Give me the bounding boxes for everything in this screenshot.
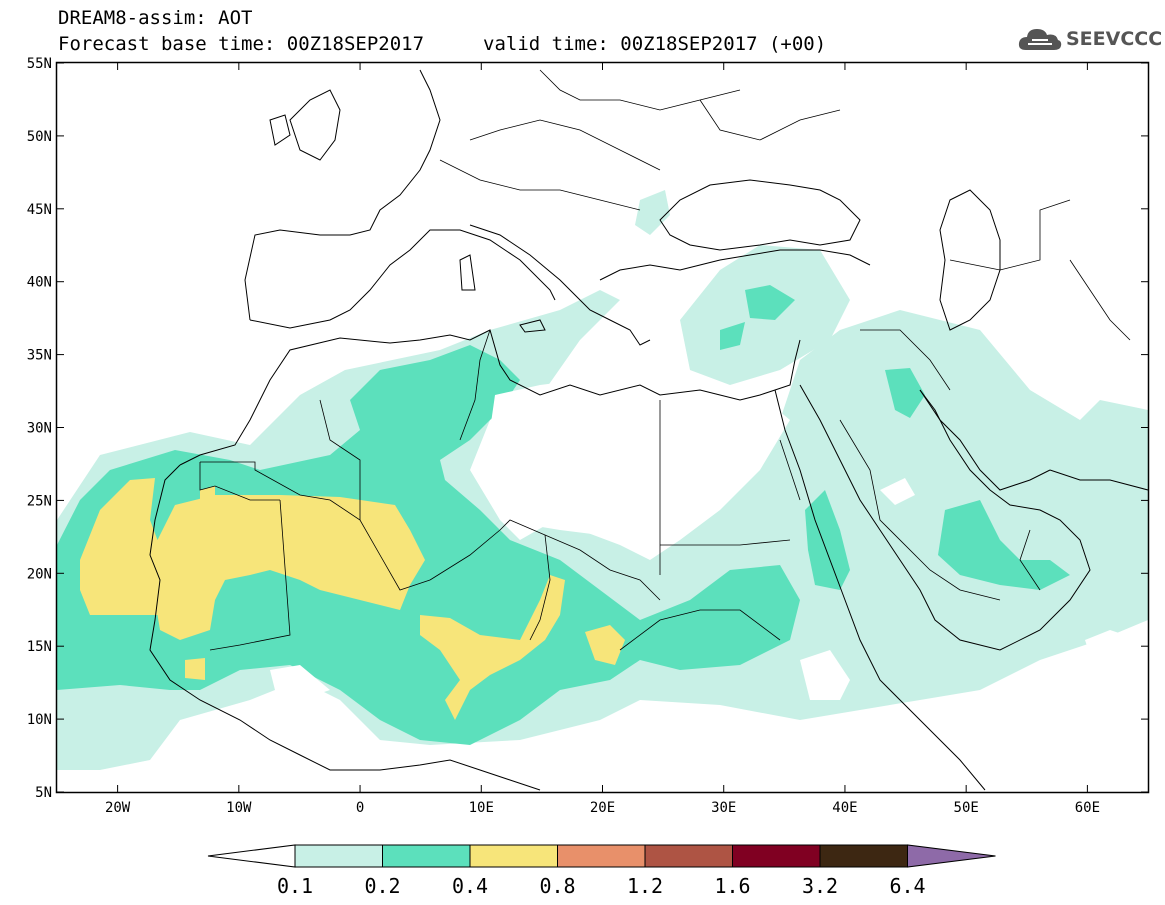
colorbar-label: 0.2 [364,874,400,898]
colorbar-swatch [557,844,646,868]
country-borders [199,69,1131,651]
latitude-axis: 55N 50N 45N 40N 35N 30N 25N 20N 15N 10N 5N [27,56,1148,801]
forecast-base-time: Forecast base time: 00Z18SEP2017 [58,33,425,55]
lat-label: 45N [27,202,52,218]
coastlines [149,69,1149,791]
valid-time: valid time: 00Z18SEP2017 (+00) [483,33,827,55]
colorbar-high-arrow [907,844,996,868]
colorbar-low-arrow [207,844,296,868]
colorbar-label: 0.1 [277,874,313,898]
colorbar-swatch [294,844,383,868]
aot-field [57,190,1148,770]
lon-label: 0 [356,800,364,816]
map-title: DREAM8-assim: AOT [58,7,253,29]
colorbar-label: 0.8 [539,874,575,898]
lon-label: 60E [1075,800,1100,816]
lat-label: 10N [27,712,52,728]
logo-text: SEEVCCC [1066,28,1163,50]
colorbar-swatch [644,844,733,868]
colorbar-swatch [819,844,908,868]
lon-label: 30E [711,800,736,816]
colorbar-label: 3.2 [802,874,838,898]
lat-label: 25N [27,493,52,509]
colorbar-swatch [732,844,821,868]
colorbar-label: 1.6 [714,874,750,898]
colorbar-swatch [469,844,558,868]
cloud-icon [1018,29,1062,50]
lat-label: 55N [27,56,52,72]
lat-label: 20N [27,566,52,582]
map-frame [55,61,1150,794]
lon-label: 50E [954,800,979,816]
colorbar-label: 0.4 [452,874,488,898]
lon-label: 20E [590,800,615,816]
colorbar-label: 6.4 [889,874,925,898]
lat-label: 30N [27,421,52,437]
longitude-axis: 20W 10W 0 10E 20E 30E 40E 50E 60E [105,63,1100,816]
lon-label: 20W [105,800,131,816]
colorbar-label: 1.2 [627,874,663,898]
lon-label: 10E [469,800,494,816]
colorbar: 0.1 0.2 0.4 0.8 1.2 1.6 3.2 6.4 [207,844,996,898]
aot-low-areas [270,380,1140,700]
aot-layer-0.4 [80,478,625,720]
colorbar-swatch [382,844,471,868]
lon-label: 40E [832,800,857,816]
lat-label: 40N [27,275,52,291]
lat-label: 35N [27,348,52,364]
seevccc-logo: SEEVCCC [1018,24,1162,54]
lat-label: 15N [27,639,52,655]
lat-label: 5N [35,785,52,801]
lat-label: 50N [27,129,52,145]
lon-label: 10W [226,800,252,816]
